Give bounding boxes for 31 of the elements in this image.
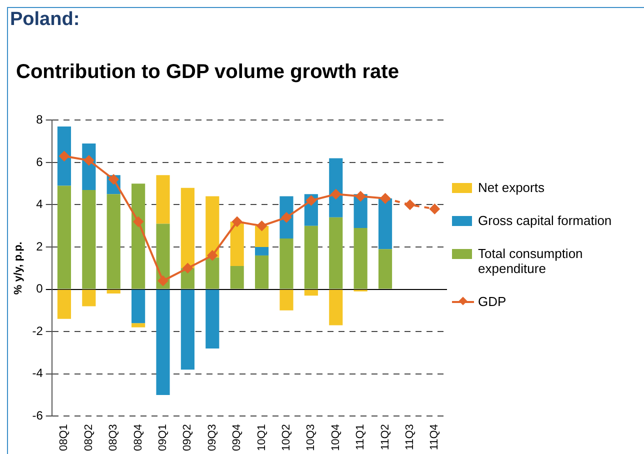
legend-label: Net exports xyxy=(478,180,544,195)
x-tick-label: 08Q2 xyxy=(82,424,95,452)
x-tick-label: 09Q2 xyxy=(182,424,194,452)
y-tick-label: -6 xyxy=(32,408,44,422)
y-tick-label: 0 xyxy=(36,282,44,296)
x-tick-label: 10Q3 xyxy=(305,424,318,452)
x-tick-label: 10Q4 xyxy=(330,424,342,452)
x-tick-label: 08Q4 xyxy=(132,424,144,452)
y-tick-label: 6 xyxy=(36,154,44,169)
y-tick-label: 8 xyxy=(36,112,44,127)
x-tick-label: 08Q1 xyxy=(58,424,70,452)
x-tick-label: 10Q2 xyxy=(280,424,293,452)
legend-label: Total consumption expenditure xyxy=(478,246,584,276)
y-tick-label: -4 xyxy=(32,366,44,380)
legend-label: Gross capital formation xyxy=(478,213,612,228)
y-tick-label: 4 xyxy=(36,197,44,212)
legend-label: GDP xyxy=(478,294,506,309)
y-tick-label: 2 xyxy=(36,239,44,254)
chart-title: Poland: xyxy=(10,9,80,31)
chart-subtitle: Contribution to GDP volume growth rate xyxy=(16,61,399,84)
x-tick-label: 09Q3 xyxy=(206,424,218,452)
x-tick-label: 10Q1 xyxy=(256,424,268,452)
x-tick-label: 08Q3 xyxy=(108,424,120,452)
y-axis-title: % y/y, p.p. xyxy=(12,242,25,295)
y-tick-label: -2 xyxy=(32,324,44,338)
x-tick-label: 11Q4 xyxy=(428,424,441,450)
x-tick-label: 11Q3 xyxy=(404,424,416,450)
x-tick-label: 09Q4 xyxy=(231,424,244,452)
x-tick-label: 11Q1 xyxy=(354,424,367,450)
x-tick-label: 09Q1 xyxy=(157,424,170,452)
x-tick-label: 11Q2 xyxy=(379,424,392,450)
